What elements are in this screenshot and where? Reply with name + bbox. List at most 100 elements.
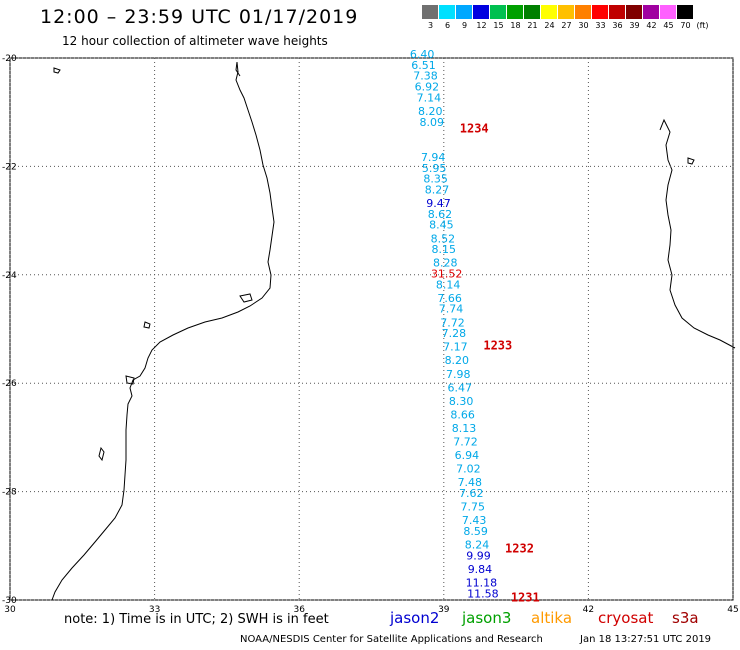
swh-value: 8.15 [432,243,457,256]
scale-label: 6 [444,21,451,30]
island-d [125,375,135,385]
scale-swatch [592,5,609,19]
island-e [98,446,105,462]
scale-label: 33 [595,21,606,30]
scale-swatch [575,5,592,19]
pass-number-label: 1231 [511,590,540,604]
swh-value: 8.20 [445,354,470,367]
satellite-name-cryosat: cryosat [598,609,654,627]
satellite-name-altika: altika [531,609,573,627]
lon-tick-label: 36 [293,605,305,615]
scale-cell: 12 [473,5,490,30]
scale-cell: 15 [490,5,507,30]
lon-tick-label: 45 [727,605,738,615]
scale-cell: 6 [439,5,456,30]
madagascar-coastline [659,118,736,349]
lon-tick-label: 39 [438,605,450,615]
satellite-name-s3a: s3a [672,609,699,627]
scale-swatch [524,5,541,19]
map-title: 12:00 – 23:59 UTC 01/17/2019 [40,6,359,28]
lon-tick-label: 30 [4,605,16,615]
swh-value: 8.28 [433,257,458,270]
swh-value: 8.24 [465,539,490,552]
scale-swatch [490,5,507,19]
scale-label: 42 [646,21,657,30]
lat-tick-label: -24 [2,271,17,281]
bay-inlet [235,61,241,77]
swh-value: 7.72 [440,316,465,329]
lat-lon-grid [9,57,734,601]
swh-value: 7.02 [456,463,481,476]
scale-swatch [473,5,490,19]
swh-value: 8.45 [429,219,454,232]
swh-value: 7.74 [439,303,464,316]
swh-value: 7.72 [453,436,478,449]
scale-label: 39 [629,21,640,30]
scale-swatch [456,5,473,19]
island-c [143,321,151,329]
pass-number-label: 1233 [483,338,512,352]
swh-value: 11.58 [467,587,499,600]
pass-number-label: 1234 [460,121,489,135]
scale-swatch [439,5,456,19]
swh-value: 31.52 [431,268,463,281]
scale-cell: 9 [456,5,473,30]
scale-label: 15 [493,21,504,30]
satellite-name-jason2: jason2 [390,609,440,627]
swh-value: 7.75 [460,501,485,514]
scale-cell: (ft) [694,5,711,30]
scale-swatch [626,5,643,19]
swh-value: 7.14 [417,91,442,104]
footer-note: note: 1) Time is in UTC; 2) SWH is in fe… [64,612,329,627]
scale-label: 36 [612,21,623,30]
swh-value: 8.62 [428,208,453,221]
map-subtitle: 12 hour collection of altimeter wave hei… [62,34,328,48]
scale-swatch [660,5,677,19]
scale-label: 12 [476,21,487,30]
scale-cell: 18 [507,5,524,30]
scale-swatch [677,5,694,19]
scale-cell: 36 [609,5,626,30]
swh-value: 7.38 [413,70,438,83]
scale-label: 30 [578,21,589,30]
island-a [53,67,61,74]
island-b [239,293,253,303]
scale-swatch [558,5,575,19]
scale-cell: 45 [660,5,677,30]
scale-label: 70 [680,21,691,30]
scale-label: (ft) [696,21,709,30]
swh-value: 6.51 [411,59,436,72]
pass-number-label: 1232 [505,542,534,556]
scale-swatch [609,5,626,19]
swh-value: 8.09 [420,116,445,129]
credit-line: NOAA/NESDIS Center for Satellite Applica… [240,634,543,645]
scale-swatch [541,5,558,19]
swh-value: 8.13 [452,422,477,435]
swh-value: 8.52 [431,232,456,245]
swh-value: 7.94 [421,151,446,164]
swh-value: 6.47 [447,381,472,394]
swh-value: 6.94 [455,449,480,462]
scale-label: 21 [527,21,538,30]
swh-value: 7.98 [446,368,471,381]
swh-value: 7.62 [459,487,484,500]
scale-label: 45 [663,21,674,30]
scale-cell: 33 [592,5,609,30]
scale-cell: 39 [626,5,643,30]
swh-value: 7.66 [437,292,462,305]
swh-value: 8.35 [423,173,448,186]
swh-value: 8.30 [449,395,474,408]
african-coastline [51,61,275,601]
scale-swatch [422,5,439,19]
scale-label: 9 [461,21,468,30]
grid-tick-labels: 30 33 36 39 42 45 -20 -22 -24 -26 -28 -30 [2,54,739,615]
timestamp: Jan 18 13:27:51 UTC 2019 [580,634,712,645]
swh-value: 9.84 [468,563,493,576]
scale-swatch [643,5,660,19]
swh-value: 6.40 [410,48,435,61]
swh-value: 6.92 [415,81,440,94]
scale-cell: 24 [541,5,558,30]
scale-label: 24 [544,21,555,30]
scale-cell: 42 [643,5,660,30]
